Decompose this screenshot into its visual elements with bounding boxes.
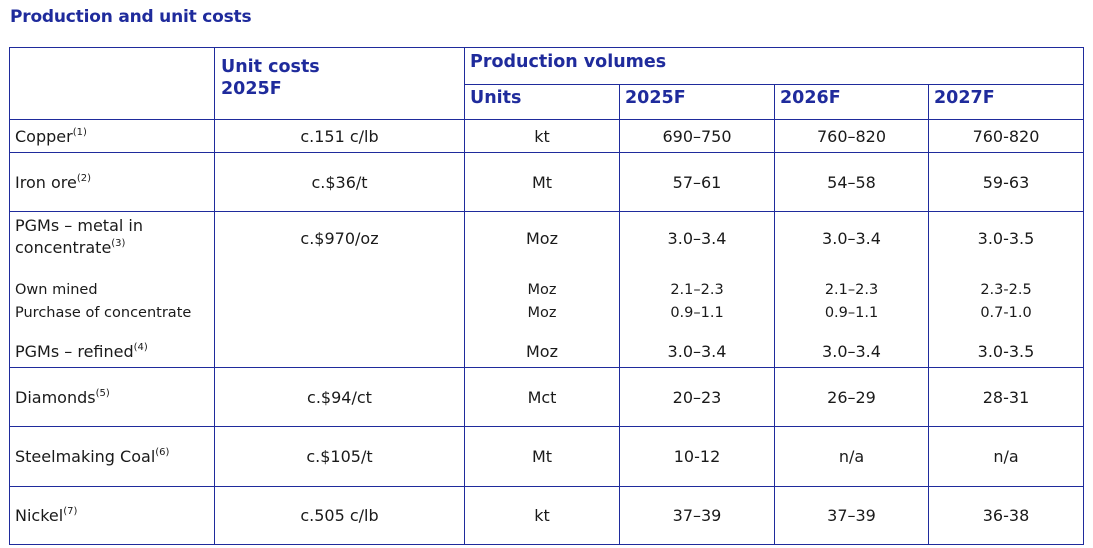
copper-2026: 760–820 bbox=[774, 119, 929, 153]
pgms-refined-label: PGMs – refined(4) bbox=[15, 342, 148, 361]
own-mined-2025: 2.1–2.3 bbox=[670, 282, 724, 298]
refined-2026: 3.0–3.4 bbox=[822, 342, 881, 361]
pgms-units: Moz bbox=[526, 229, 558, 248]
header-unit-costs-label: Unit costs bbox=[221, 57, 320, 77]
purchase-2027: 0.7-1.0 bbox=[980, 305, 1032, 321]
copper-2027: 760-820 bbox=[928, 119, 1084, 153]
purchase-2026: 0.9–1.1 bbox=[824, 305, 879, 321]
nickel-2027: 36-38 bbox=[928, 486, 1084, 545]
header-empty bbox=[9, 47, 215, 120]
copper-label: Copper(1) bbox=[9, 119, 215, 153]
header-units: Units bbox=[464, 84, 620, 120]
header-unit-costs: Unit costs 2025F bbox=[214, 47, 465, 120]
nickel-label: Nickel(7) bbox=[9, 486, 215, 545]
page-title: Production and unit costs bbox=[10, 7, 252, 27]
iron-2027: 59-63 bbox=[928, 152, 1084, 212]
row-pgms: PGMs – metal in concentrate(3) Own mined… bbox=[9, 211, 1084, 368]
coal-2025: 10-12 bbox=[619, 426, 775, 487]
coal-2027: n/a bbox=[928, 426, 1084, 487]
copper-units: kt bbox=[464, 119, 620, 153]
refined-2025: 3.0–3.4 bbox=[667, 342, 727, 361]
production-costs-table: Unit costs 2025F Production volumes Unit… bbox=[9, 47, 1084, 545]
row-diamonds: Diamonds(5) c.$94/ct Mct 20–23 26–29 28-… bbox=[9, 367, 1084, 427]
pgms-2025-cell: 3.0–3.4 2.1–2.3 0.9–1.1 3.0–3.4 bbox=[619, 211, 775, 368]
iron-2025: 57–61 bbox=[619, 152, 775, 212]
pgms-units-cell: Moz Moz Moz Moz bbox=[464, 211, 620, 368]
pgms-2026-cell: 3.0–3.4 2.1–2.3 0.9–1.1 3.0–3.4 bbox=[774, 211, 929, 368]
copper-2025: 690–750 bbox=[619, 119, 775, 153]
pgms-2026: 3.0–3.4 bbox=[822, 229, 881, 248]
row-copper: Copper(1) c.151 c/lb kt 690–750 760–820 … bbox=[9, 119, 1084, 153]
refined-units: Moz bbox=[526, 342, 558, 361]
diamonds-units: Mct bbox=[464, 367, 620, 427]
row-steelmaking-coal: Steelmaking Coal(6) c.$105/t Mt 10-12 n/… bbox=[9, 426, 1084, 487]
header-unit-costs-year: 2025F bbox=[221, 79, 282, 99]
diamonds-cost: c.$94/ct bbox=[214, 367, 465, 427]
nickel-cost: c.505 c/lb bbox=[214, 486, 465, 545]
pgms-label-cell: PGMs – metal in concentrate(3) Own mined… bbox=[9, 211, 215, 368]
coal-2026: n/a bbox=[774, 426, 929, 487]
header-production-volumes: Production volumes bbox=[464, 47, 1084, 85]
header-year-2026: 2026F bbox=[774, 84, 929, 120]
row-nickel: Nickel(7) c.505 c/lb kt 37–39 37–39 36-3… bbox=[9, 486, 1084, 545]
pgms-2025: 3.0–3.4 bbox=[667, 229, 727, 248]
iron-label: Iron ore(2) bbox=[9, 152, 215, 212]
own-mined-label: Own mined bbox=[15, 282, 98, 298]
diamonds-2026: 26–29 bbox=[774, 367, 929, 427]
own-mined-units: Moz bbox=[527, 282, 557, 298]
pgms-2027: 3.0-3.5 bbox=[977, 229, 1035, 248]
coal-label: Steelmaking Coal(6) bbox=[9, 426, 215, 487]
pgms-label-line1: PGMs – metal in bbox=[15, 216, 143, 235]
purchase-label: Purchase of concentrate bbox=[15, 305, 192, 321]
pgms-label-line2: concentrate bbox=[15, 238, 112, 257]
pgms-cost-cell: c.$970/oz bbox=[214, 211, 465, 368]
nickel-2026: 37–39 bbox=[774, 486, 929, 545]
iron-2026: 54–58 bbox=[774, 152, 929, 212]
diamonds-2027: 28-31 bbox=[928, 367, 1084, 427]
nickel-units: kt bbox=[464, 486, 620, 545]
refined-2027: 3.0-3.5 bbox=[977, 342, 1035, 361]
nickel-2025: 37–39 bbox=[619, 486, 775, 545]
copper-cost: c.151 c/lb bbox=[214, 119, 465, 153]
coal-cost: c.$105/t bbox=[214, 426, 465, 487]
iron-units: Mt bbox=[464, 152, 620, 212]
own-mined-2026: 2.1–2.3 bbox=[824, 282, 879, 298]
own-mined-2027: 2.3-2.5 bbox=[980, 282, 1032, 298]
diamonds-2025: 20–23 bbox=[619, 367, 775, 427]
pgms-2027-cell: 3.0-3.5 2.3-2.5 0.7-1.0 3.0-3.5 bbox=[928, 211, 1084, 368]
pgms-cost: c.$970/oz bbox=[300, 229, 379, 248]
diamonds-label: Diamonds(5) bbox=[9, 367, 215, 427]
header-year-2027: 2027F bbox=[928, 84, 1084, 120]
purchase-units: Moz bbox=[527, 305, 557, 321]
purchase-2025: 0.9–1.1 bbox=[670, 305, 724, 321]
iron-cost: c.$36/t bbox=[214, 152, 465, 212]
coal-units: Mt bbox=[464, 426, 620, 487]
row-iron-ore: Iron ore(2) c.$36/t Mt 57–61 54–58 59-63 bbox=[9, 152, 1084, 212]
header-year-2025: 2025F bbox=[619, 84, 775, 120]
